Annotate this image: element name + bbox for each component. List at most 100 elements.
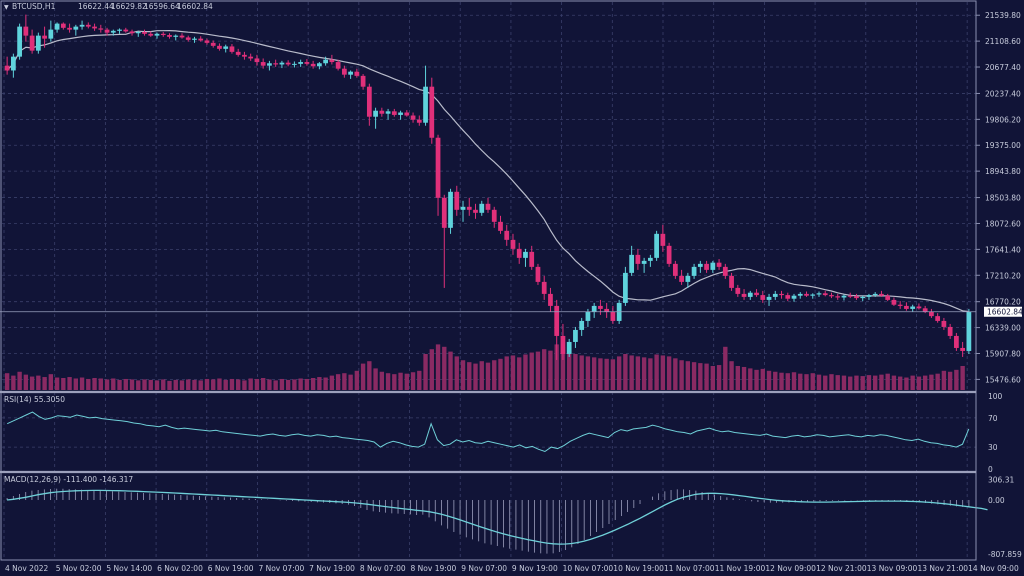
volume-bar	[248, 378, 253, 390]
volume-bar	[760, 368, 765, 390]
volume-bar	[879, 374, 884, 390]
candle-body	[760, 295, 766, 300]
candle-body	[766, 296, 772, 300]
volume-bars	[4, 344, 965, 390]
rsi-axis-label: 30	[988, 443, 998, 452]
candle-body	[504, 230, 510, 240]
candle-body	[679, 275, 684, 282]
candle-body	[98, 28, 104, 30]
volume-bar	[392, 374, 397, 390]
volume-bar	[154, 380, 160, 390]
candle-body	[666, 245, 672, 264]
volume-bar	[648, 358, 653, 390]
volume-bar	[854, 375, 859, 390]
volume-bar	[454, 356, 459, 390]
volume-bar	[791, 372, 797, 390]
candle-body	[954, 335, 959, 348]
candle-body	[479, 203, 485, 213]
volume-bar	[891, 375, 897, 390]
volume-bar	[198, 380, 203, 390]
candle-body	[560, 335, 566, 354]
candle-body	[391, 111, 397, 115]
price-axis-label: 19806.20	[985, 115, 1021, 124]
candle-body	[891, 299, 897, 305]
volume-bar	[741, 366, 747, 390]
volume-bar	[61, 378, 66, 390]
volume-bar	[360, 363, 366, 390]
volume-bar	[554, 344, 559, 390]
candlesticks	[4, 14, 972, 360]
volume-bar	[335, 374, 341, 390]
candle-body	[966, 311, 972, 351]
volume-bar	[242, 380, 247, 390]
candle-body	[466, 206, 472, 210]
rsi-line	[6, 411, 970, 453]
candle-body	[691, 266, 697, 276]
volume-bar	[11, 375, 16, 390]
volume-bar	[598, 358, 603, 390]
volume-bar	[111, 378, 116, 390]
volume-bar	[735, 366, 740, 390]
time-axis-label: 13 Nov 09:00	[867, 564, 918, 573]
volume-bar	[666, 356, 672, 390]
candle-body	[510, 239, 516, 249]
candle-body	[304, 62, 310, 64]
candle-body	[42, 35, 47, 39]
price-axis-label: 17641.40	[985, 245, 1021, 254]
candle-body	[641, 260, 647, 264]
volume-bar	[123, 378, 128, 390]
price-axis-label: 21539.80	[985, 11, 1021, 20]
symbol-label: BTCUSD,H1	[12, 2, 56, 11]
candle-body	[791, 295, 797, 299]
ohlc-open: 16622.44	[78, 2, 114, 11]
candle-body	[341, 68, 347, 75]
volume-bar	[229, 378, 235, 390]
candle-body	[167, 35, 172, 37]
candle-body	[491, 209, 497, 222]
candle-body	[298, 62, 304, 64]
volume-bar	[317, 377, 322, 390]
volume-bar	[635, 356, 641, 390]
volume-bar	[866, 375, 872, 390]
time-axis-label: 13 Nov 21:00	[917, 564, 968, 573]
volume-bar	[779, 372, 784, 390]
volume-bar	[298, 378, 303, 390]
candle-body	[635, 254, 641, 264]
candle-body	[448, 191, 453, 228]
current-price-label: 16602.84	[987, 308, 1023, 317]
volume-bar	[54, 377, 60, 390]
volume-bar	[485, 362, 491, 390]
candle-body	[654, 233, 659, 258]
candle-body	[716, 262, 722, 267]
macd-panel	[6, 488, 988, 554]
volume-bar	[916, 376, 922, 390]
macd-indicator-label[interactable]: MACD(12,26,9) -111.400 -146.317	[4, 475, 133, 484]
candle-body	[435, 137, 441, 198]
volume-bar	[373, 368, 378, 390]
candle-body	[722, 266, 728, 276]
time-axis-label: 12 Nov 09:00	[765, 564, 816, 573]
volume-bar	[548, 350, 553, 390]
volume-bar	[798, 373, 803, 390]
volume-bar	[766, 370, 772, 390]
volume-bar	[304, 378, 310, 390]
price-axis-label: 15907.80	[985, 349, 1021, 358]
candle-body	[704, 263, 709, 270]
chart-menu-triangle-icon[interactable]: ▼	[4, 4, 9, 11]
candle-body	[604, 308, 610, 312]
volume-bar	[67, 377, 72, 390]
price-axis-label: 17210.20	[985, 271, 1021, 280]
volume-bar	[4, 373, 10, 390]
candle-body	[210, 42, 216, 46]
candle-body	[79, 24, 85, 27]
rsi-indicator-label[interactable]: RSI(14) 55.3050	[4, 395, 65, 404]
candle-body	[192, 38, 197, 40]
time-axis-label: 5 Nov 02:00	[56, 564, 102, 573]
volume-bar	[354, 370, 360, 390]
candle-body	[829, 295, 834, 297]
candle-body	[73, 26, 79, 30]
candle-body	[660, 233, 666, 246]
candle-body	[117, 29, 122, 31]
candle-body	[285, 62, 291, 65]
